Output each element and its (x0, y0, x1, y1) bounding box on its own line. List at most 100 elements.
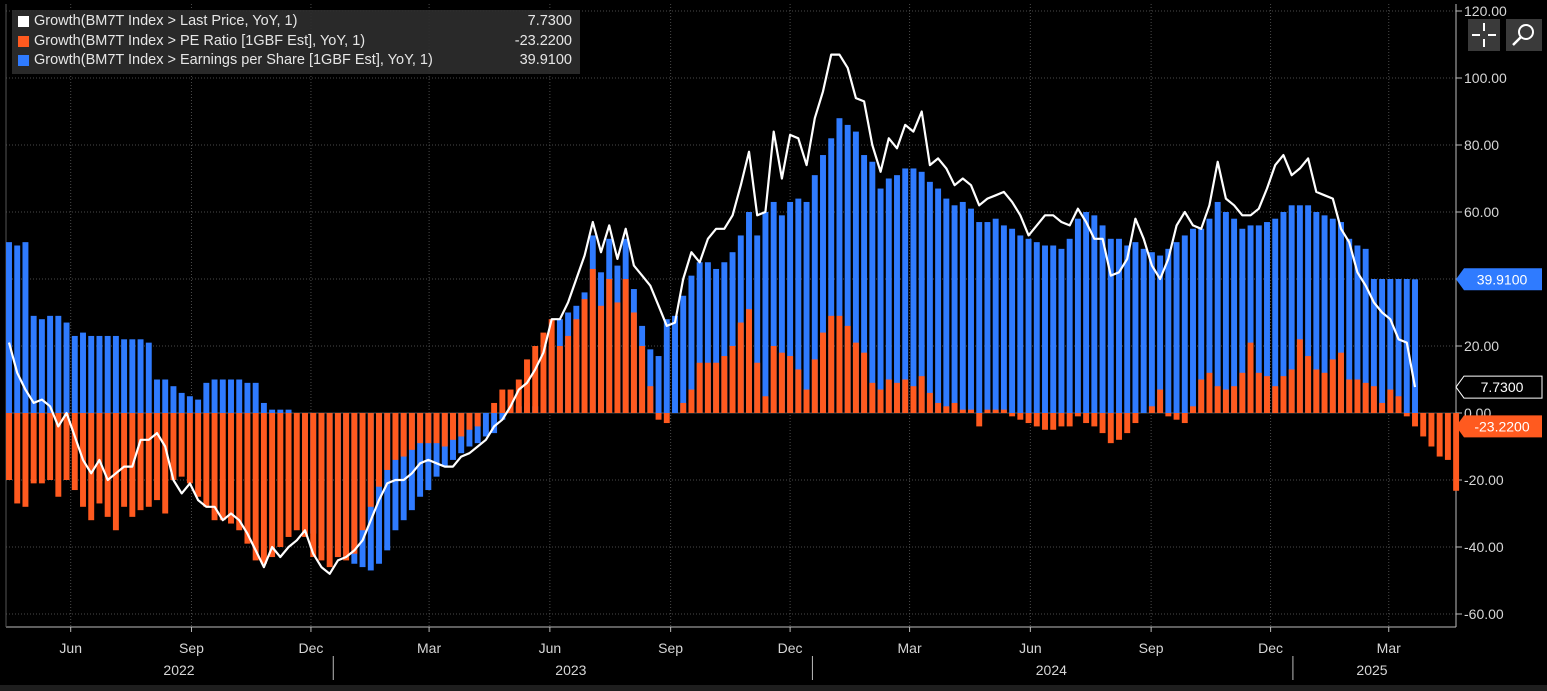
eps-bar (828, 138, 835, 414)
eps-bar (1107, 238, 1114, 413)
pe-bar (491, 402, 498, 413)
pe-bar (696, 362, 703, 413)
y-tick-label: 20.00 (1464, 338, 1499, 354)
pe-bar (1296, 339, 1303, 413)
eps-bars (6, 118, 1418, 571)
pe-bar (926, 392, 933, 413)
pe-bar (918, 376, 925, 413)
eps-bar (1206, 218, 1213, 413)
eps-bar (1387, 279, 1394, 413)
eps-bar (71, 335, 78, 413)
legend-item-pe-ratio[interactable]: Growth(BM7T Index > PE Ratio [1GBF Est],… (18, 32, 572, 52)
eps-bar (820, 155, 826, 414)
eps-bar (869, 161, 876, 413)
pe-bar (392, 413, 399, 460)
eps-bar (1222, 212, 1229, 413)
legend-item-last-price[interactable]: Growth(BM7T Index > Last Price, YoY, 1) … (18, 12, 572, 32)
eps-bar (1099, 225, 1106, 413)
pe-bar (474, 413, 481, 427)
eps-bar (1017, 235, 1024, 413)
eps-bar (1140, 248, 1147, 413)
pe-bar (1083, 413, 1090, 424)
eps-bar (704, 262, 711, 413)
eps-bar (129, 339, 136, 413)
y-tick-label: 60.00 (1464, 204, 1499, 220)
pe-bar (1370, 386, 1377, 413)
legend-swatch (18, 16, 29, 28)
pe-bar (598, 305, 604, 413)
pe-bar (713, 362, 720, 413)
x-month-label: Dec (298, 640, 323, 656)
eps-bar (1370, 279, 1377, 413)
eps-bar (852, 131, 859, 413)
legend-item-eps[interactable]: Growth(BM7T Index > Earnings per Share [… (18, 51, 572, 71)
pe-bar (145, 413, 152, 507)
eps-bar (1198, 228, 1205, 413)
eps-bar (984, 222, 991, 413)
eps-bar (1157, 255, 1164, 413)
pe-bar (1403, 413, 1410, 417)
eps-bar (902, 168, 909, 413)
pe-bar (935, 402, 942, 413)
pe-bar (96, 413, 103, 504)
x-month-label: Sep (1139, 640, 1164, 656)
pe-bar (1272, 386, 1279, 413)
eps-bar (1116, 238, 1122, 413)
pe-bar (565, 335, 572, 413)
x-month-label: Jun (539, 640, 562, 656)
pe-bar (976, 413, 983, 427)
magnify-icon[interactable] (1506, 19, 1542, 51)
eps-bar (63, 322, 70, 413)
eps-bar (943, 198, 950, 413)
pe-bar (787, 356, 794, 413)
pe-bar (1206, 372, 1213, 413)
pe-bar (992, 409, 999, 413)
pe-bar (260, 413, 267, 564)
pe-bar (88, 413, 95, 521)
pe-bar (1222, 389, 1229, 413)
pe-bar (1190, 406, 1196, 413)
eps-bar (1255, 225, 1262, 413)
pe-bar (1247, 342, 1254, 413)
eps-bar (55, 315, 62, 413)
pe-bar (910, 386, 917, 413)
value-tag-eps (1456, 268, 1542, 291)
eps-bar (935, 188, 942, 413)
pe-bar (1354, 379, 1361, 413)
eps-bar (672, 315, 678, 413)
eps-bar (277, 409, 284, 413)
pe-bar (1132, 413, 1139, 424)
pe-bar (1305, 356, 1312, 413)
pe-bar (1033, 413, 1040, 427)
crosshair-icon[interactable] (1468, 19, 1500, 51)
eps-bar (1066, 238, 1073, 413)
eps-bar (1148, 252, 1155, 413)
eps-bar (162, 379, 169, 413)
value-tag-last_price (1455, 375, 1543, 399)
pe-bar (1074, 413, 1081, 417)
pe-bar (6, 413, 12, 480)
legend-swatch (18, 55, 29, 67)
pe-bar (836, 315, 843, 413)
pe-bar (959, 409, 966, 413)
pe-bar (211, 413, 218, 521)
eps-bar (688, 275, 695, 413)
pe-bar (746, 309, 752, 413)
pe-bar (943, 406, 950, 413)
eps-bar (959, 201, 966, 413)
eps-bar (1313, 212, 1320, 413)
pe-bar (450, 413, 456, 440)
pe-bar (1412, 413, 1418, 427)
last-price-line (7, 53, 1417, 575)
eps-bar (1132, 242, 1139, 413)
x-month-label: Mar (898, 640, 922, 656)
x-month-label: Sep (658, 640, 683, 656)
legend-swatch (18, 35, 29, 47)
eps-bar (877, 188, 884, 413)
value-tag-label: 39.9100 (1477, 271, 1528, 287)
pe-bar (219, 413, 226, 521)
eps-bar (1025, 238, 1032, 413)
eps-bar (112, 335, 119, 413)
pe-bar (376, 413, 382, 487)
eps-bar (1190, 228, 1196, 413)
